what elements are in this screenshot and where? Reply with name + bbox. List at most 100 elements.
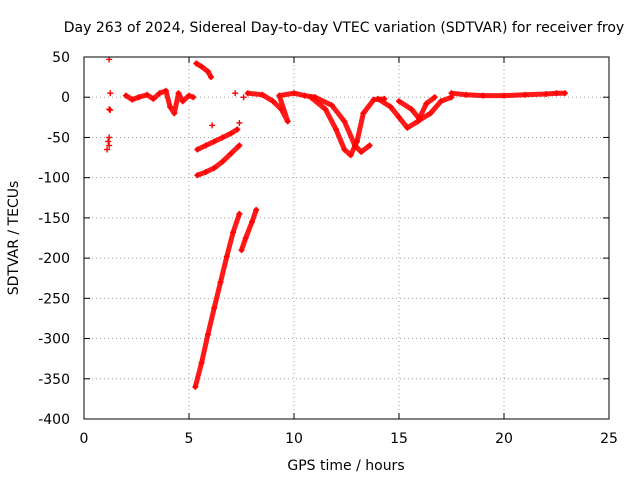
data-point-steep-rise (230, 229, 237, 236)
data-point-tail-17-23h (553, 90, 560, 97)
data-point-mid-points (232, 90, 239, 97)
data-point-rise-5_5h (211, 138, 218, 145)
data-point-arc-8-11h (291, 90, 297, 97)
data-point-band-2-5h (175, 90, 182, 97)
data-point-rise-5_5h-b (219, 158, 226, 165)
data-point-band-2-5h (190, 94, 197, 101)
data-point-steep-rise-b (242, 235, 249, 241)
data-point-early-spikes (106, 134, 113, 141)
data-point-arc-8-11h (301, 92, 308, 99)
data-point-steep-rise (217, 279, 224, 286)
data-point-steep-rise (211, 304, 218, 311)
data-point-arc-8-11h (244, 90, 251, 97)
data-point-dip-13h (312, 94, 318, 101)
data-point-dip-12_5h (333, 126, 339, 133)
data-point-band-2-5h (129, 96, 136, 103)
data-point-band-2-5h (179, 98, 186, 105)
data-point-decline-5_5h (204, 68, 211, 75)
data-point-dip-15_5h (404, 124, 411, 131)
series-track-steep-rise-b (239, 207, 259, 253)
x-tick-label: 15 (390, 431, 408, 447)
y-tick-label: 50 (52, 50, 70, 66)
x-tick-label: 5 (185, 431, 194, 447)
data-point-mid-points (209, 122, 216, 129)
data-point-arc-8-11h (259, 91, 266, 98)
data-point-dip-15_5h (431, 94, 438, 101)
data-point-early-spikes (106, 106, 113, 113)
data-point-rise-5_5h (219, 134, 226, 141)
data-point-dip-16h (427, 110, 434, 117)
data-point-steep-rise (236, 210, 243, 217)
y-tick-label: -350 (38, 372, 70, 388)
series-track-dip-13h (312, 94, 373, 155)
data-point-dip-13h (341, 118, 348, 125)
data-point-mid-points (240, 94, 247, 101)
data-point-rise-5_5h (202, 142, 209, 149)
y-tick-label: -100 (38, 171, 70, 187)
y-tick-label: 0 (61, 90, 70, 106)
data-point-steep-rise (223, 253, 230, 260)
data-point-dip-13h (358, 148, 365, 155)
data-point-rise-5_5h-b (202, 169, 209, 176)
data-point-tail-17-23h (463, 91, 470, 98)
y-tick-label: -400 (38, 412, 70, 428)
data-point-dip-12_5h (322, 106, 329, 113)
axis-ticks: 0 5 10 15 20 25 50 0 -50 -100 -150 -200 -250 -300 -350… (38, 50, 618, 447)
series-track-rise-5_5h-b (194, 142, 242, 178)
data-point-band-2-5h (186, 92, 192, 99)
data-point-arc-8-11h (270, 98, 276, 105)
data-point-tail-17-23h (543, 91, 549, 98)
y-tick-label: -200 (38, 251, 70, 267)
series-track-decline-5_5h (193, 60, 214, 80)
x-axis-label: GPS time / hours (287, 458, 404, 474)
data-point-dip-12_5h (341, 146, 348, 153)
chart-title: Day 263 of 2024, Sidereal Day-to-day VTE… (64, 20, 624, 36)
data-point-decline-5_5h (208, 74, 215, 81)
data-point-dip-13h (328, 102, 335, 109)
y-tick-label: -250 (38, 291, 70, 307)
data-point-early-spikes (107, 90, 114, 97)
data-point-rise-5_5h (194, 146, 201, 153)
data-point-arc-8-11h (284, 118, 291, 125)
y-tick-label: -300 (38, 332, 70, 348)
data-point-mid-points (236, 119, 243, 126)
data-point-tail-17-23h (561, 90, 568, 97)
data-point-tail-17-23h (522, 91, 528, 98)
data-point-dip-16h (417, 116, 423, 123)
data-point-steep-rise (192, 383, 199, 390)
data-point-band-2-5h (150, 95, 157, 102)
data-point-early-spikes (106, 142, 113, 149)
data-point-steep-rise-b (253, 206, 260, 213)
data-point-rise-5_5h-b (211, 165, 218, 172)
data-point-dip-13h (366, 142, 373, 149)
data-point-dip-16h (438, 98, 444, 105)
data-point-steep-rise (198, 359, 205, 366)
data-point-steep-rise-b (249, 218, 255, 225)
y-tick-label: -150 (38, 211, 70, 227)
grid (84, 57, 609, 419)
data-point-steep-rise-b (238, 247, 245, 254)
data-point-tail-17-23h (501, 92, 507, 99)
data-point-band-2-5h (171, 110, 178, 117)
series-track-steep-rise (192, 211, 242, 390)
data-series (104, 56, 568, 390)
data-point-decline-5_5h (193, 60, 200, 67)
y-tick-label: -50 (47, 130, 70, 146)
x-tick-label: 25 (600, 431, 618, 447)
y-axis-label: SDTVAR / TECUs (6, 181, 22, 296)
data-point-dip-15_5h (423, 100, 430, 107)
data-point-early-spikes (105, 138, 112, 145)
data-point-rise-5_5h-b (228, 150, 234, 157)
data-point-dip-13h (351, 142, 358, 149)
data-point-rise-5_5h-b (194, 172, 201, 179)
data-point-early-spikes (107, 107, 114, 114)
data-point-band-2-5h (162, 87, 169, 94)
data-point-tail-17-23h (480, 92, 486, 99)
data-point-tail-17-23h (448, 90, 455, 97)
data-point-band-2-5h (144, 91, 150, 98)
x-tick-label: 20 (495, 431, 513, 447)
data-point-rise-5_5h (234, 126, 241, 133)
data-point-dip-15_5h (387, 103, 394, 110)
data-point-rise-5_5h-b (236, 142, 243, 149)
data-point-arc-8-11h (276, 92, 283, 99)
